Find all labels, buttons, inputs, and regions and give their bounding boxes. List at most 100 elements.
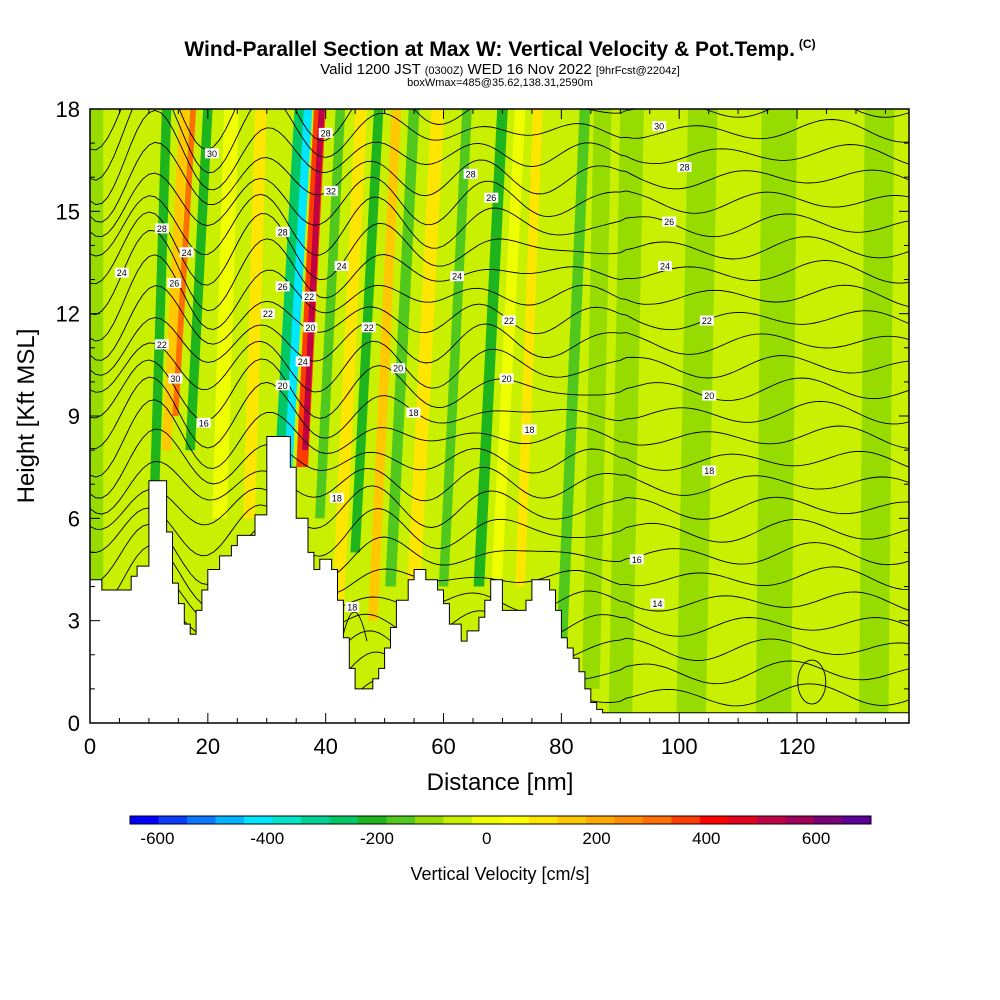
theta-contour-closed-2	[342, 611, 368, 642]
theta-contour-22	[90, 141, 909, 223]
contour-label-20: 18	[406, 407, 421, 418]
boxwmax-line: boxWmax=485@35.62,138.31,2590m	[407, 77, 593, 89]
contour-label-30: 28	[677, 161, 692, 172]
contour-label-8: 28	[318, 127, 333, 138]
y-axis: 0 3 6 9 12 15 18	[56, 97, 909, 736]
colorbar-swatch	[557, 816, 587, 824]
y-tick-label: 0	[68, 711, 80, 736]
colorbar-swatch	[415, 816, 444, 824]
svg-text:28: 28	[466, 169, 476, 179]
colorbar-swatch	[358, 816, 387, 824]
contour-label-10: 32	[323, 185, 338, 196]
contour-label-22: 18	[345, 602, 360, 613]
chart-title: Wind-Parallel Section at Max W: Vertical…	[184, 37, 816, 61]
velocity-band-29	[755, 109, 798, 723]
colorbar-swatch	[386, 816, 416, 824]
contour-label-4: 26	[167, 277, 182, 288]
velocity-band-31	[858, 109, 895, 723]
y-axis-label: Height [Kft MSL]	[13, 329, 40, 504]
colorbar-swatch	[329, 816, 359, 824]
theta-contour-21	[90, 172, 909, 238]
svg-text:22: 22	[702, 316, 712, 326]
theta-contour-closed-1	[797, 659, 827, 705]
svg-text:28: 28	[321, 128, 331, 138]
contour-label-17: 20	[275, 380, 290, 391]
colorbar-swatch	[472, 816, 501, 824]
svg-text:26: 26	[169, 278, 179, 288]
contour-label-13: 22	[302, 291, 317, 302]
x-tick-label: 100	[661, 734, 698, 759]
velocity-band-13	[331, 109, 367, 621]
colorbar-swatch	[301, 816, 330, 824]
colorbar-swatch	[614, 816, 644, 824]
contour-label-6: 30	[168, 373, 183, 384]
svg-text:18: 18	[704, 466, 714, 476]
svg-text:18: 18	[332, 493, 342, 503]
x-tick-label: 120	[779, 734, 816, 759]
contour-label-27: 20	[499, 373, 514, 384]
svg-text:28: 28	[680, 162, 690, 172]
contour-label-12: 24	[334, 260, 349, 271]
contour-label-24: 26	[484, 192, 499, 203]
theta-contour-11	[90, 399, 909, 478]
x-axis: 0 20 40 60 80 100 120	[84, 109, 886, 759]
velocity-band-7	[243, 109, 267, 519]
colorbar-swatch	[272, 816, 302, 824]
velocity-band-9	[283, 109, 313, 485]
contour-label-14: 22	[260, 308, 275, 319]
theta-contour-20	[90, 193, 909, 257]
svg-text:24: 24	[660, 261, 670, 271]
colorbar-swatch	[700, 816, 729, 824]
contour-labels: 30 24 28 24 26 22 30 16 28 28 32 26 24 22 22 20 24 20 22 20…	[114, 121, 717, 613]
velocity-band-30	[820, 109, 851, 723]
theta-contour-12	[90, 376, 909, 450]
y-tick-label: 9	[68, 404, 80, 429]
colorbar-swatch	[187, 816, 216, 824]
colorbar-swatch	[643, 816, 672, 824]
colorbar-swatch	[586, 816, 615, 824]
svg-text:24: 24	[117, 268, 127, 278]
velocity-band-1	[112, 109, 127, 723]
theta-contour-24	[90, 109, 909, 181]
y-tick-label: 12	[56, 302, 80, 327]
velocity-band-28	[726, 109, 756, 723]
svg-text:20: 20	[278, 381, 288, 391]
svg-text:24: 24	[452, 272, 462, 282]
svg-text:26: 26	[486, 193, 496, 203]
colorbar-swatch	[757, 816, 786, 824]
y-tick-label: 18	[56, 97, 80, 122]
contour-label-7: 16	[196, 417, 211, 428]
velocity-band-15	[368, 109, 402, 621]
copyright-mark: (C)	[798, 37, 816, 51]
colorbar-tick-label: -600	[140, 829, 174, 848]
contour-label-34: 20	[702, 390, 717, 401]
colorbar-swatch	[215, 816, 245, 824]
colorbar-label: Vertical Velocity [cm/s]	[410, 864, 589, 884]
theta-contour-10	[90, 428, 909, 499]
y-tick-label: 3	[68, 609, 80, 634]
svg-text:22: 22	[157, 340, 167, 350]
contour-label-33: 22	[699, 315, 714, 326]
colorbar-swatch	[158, 816, 188, 824]
x-tick-label: 0	[84, 734, 96, 759]
velocity-band-22	[531, 109, 557, 587]
svg-text:24: 24	[298, 357, 308, 367]
contour-label-35: 18	[702, 465, 717, 476]
y-tick-label: 6	[68, 506, 80, 531]
colorbar-tick-label: 400	[692, 829, 720, 848]
x-tick-label: 80	[549, 734, 573, 759]
x-tick-label: 60	[431, 734, 455, 759]
x-tick-label: 20	[196, 734, 220, 759]
svg-text:18: 18	[408, 408, 418, 418]
velocity-band-12	[315, 109, 346, 519]
contour-label-19: 20	[391, 363, 406, 374]
velocity-band-5	[185, 109, 213, 451]
svg-text:18: 18	[347, 603, 357, 613]
contour-label-5: 22	[154, 339, 169, 350]
svg-text:28: 28	[278, 227, 288, 237]
svg-text:24: 24	[182, 248, 192, 258]
theta-contour-17	[90, 254, 909, 342]
terrain-mask	[90, 436, 909, 723]
theta-contour-18	[90, 230, 909, 316]
